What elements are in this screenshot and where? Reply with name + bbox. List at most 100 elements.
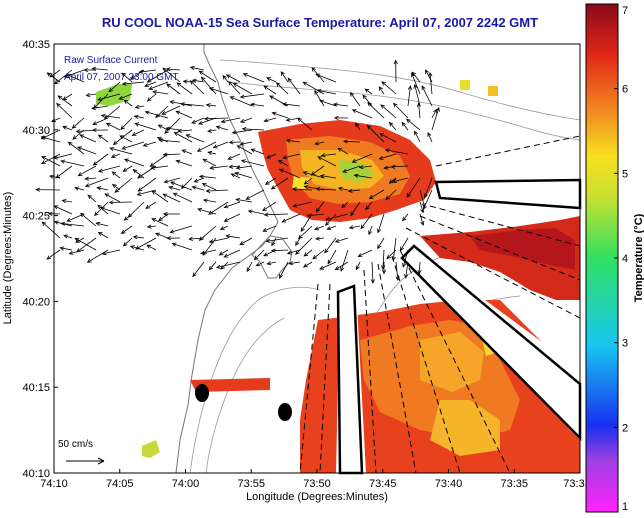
- current-vector-head: [370, 279, 375, 284]
- current-vector-head: [162, 193, 168, 198]
- current-vector-head: [134, 104, 140, 109]
- current-vector: [41, 136, 61, 143]
- y-tick-label: 40:30: [22, 125, 50, 137]
- current-vector: [55, 165, 73, 179]
- current-vector-head: [362, 94, 367, 100]
- current-vector: [279, 168, 301, 179]
- current-vector-head: [169, 100, 175, 105]
- current-vector: [177, 129, 193, 132]
- current-vector-head: [209, 165, 215, 170]
- current-vector: [317, 89, 337, 95]
- scale-label: 50 cm/s: [58, 439, 93, 450]
- current-vector-head: [120, 229, 126, 235]
- current-vector-head: [151, 218, 157, 223]
- current-vector-head: [198, 70, 204, 75]
- current-vector: [368, 225, 373, 235]
- x-tick-label: 73:35: [500, 478, 528, 490]
- current-vector: [78, 165, 97, 177]
- current-vector: [289, 261, 301, 265]
- current-vector: [267, 261, 277, 265]
- current-vector: [246, 189, 265, 200]
- current-vector: [406, 177, 421, 198]
- current-vector-head: [201, 183, 207, 187]
- current-vector: [134, 123, 157, 131]
- current-vector-head: [242, 73, 248, 77]
- current-vector: [240, 93, 265, 98]
- current-vector: [380, 104, 397, 119]
- current-vector-head: [239, 141, 245, 146]
- current-vector-head: [255, 262, 261, 267]
- current-vector-head: [162, 67, 168, 73]
- y-tick-label: 40:15: [22, 382, 50, 394]
- current-vector: [224, 213, 241, 222]
- current-vector-head: [239, 94, 245, 99]
- current-vector-head: [279, 273, 283, 279]
- current-vector-head: [219, 226, 225, 230]
- current-vector-head: [401, 121, 406, 127]
- current-vector: [264, 213, 289, 216]
- current-vector: [111, 153, 121, 158]
- current-vector: [379, 133, 397, 143]
- current-vector: [176, 82, 193, 95]
- current-vector: [172, 243, 193, 251]
- current-vector-head: [71, 124, 77, 129]
- current-vector-head: [314, 89, 319, 95]
- current-vector: [209, 237, 229, 243]
- current-vector-head: [54, 80, 59, 85]
- current-vector-head: [105, 122, 111, 127]
- current-vector-head: [231, 130, 237, 135]
- current-vector-head: [388, 179, 394, 184]
- current-vector-head: [60, 159, 66, 164]
- current-vector: [266, 237, 289, 242]
- current-vector: [241, 160, 265, 167]
- current-vector: [239, 237, 253, 245]
- current-vector-head: [130, 74, 136, 80]
- current-vector: [92, 68, 109, 71]
- current-vector: [220, 225, 229, 230]
- current-vector-head: [79, 134, 85, 139]
- current-vector-head: [315, 236, 320, 241]
- current-vector: [228, 81, 241, 95]
- current-vector: [385, 149, 409, 155]
- current-vector-head: [53, 220, 59, 225]
- current-vector-head: [253, 255, 259, 261]
- current-vector-head: [316, 88, 322, 94]
- current-vector-head: [355, 265, 360, 271]
- current-vector-head: [337, 147, 343, 152]
- current-vector-head: [266, 261, 272, 266]
- current-vector-head: [264, 180, 270, 185]
- current-vector: [335, 237, 349, 243]
- current-vector-head: [109, 147, 115, 152]
- current-vector: [377, 237, 385, 249]
- current-vector-head: [377, 228, 382, 234]
- colorbar: [585, 3, 619, 513]
- current-vector: [321, 153, 337, 156]
- current-vector-head: [333, 115, 339, 121]
- current-vector: [77, 146, 97, 155]
- y-axis-label: Latitude (Degrees:Minutes): [2, 192, 14, 325]
- current-vector: [197, 141, 217, 152]
- current-vector: [54, 205, 73, 215]
- current-vector: [208, 201, 229, 215]
- current-vector: [120, 117, 133, 130]
- current-vector: [271, 237, 277, 246]
- annotation-line-1: Raw Surface Current: [64, 55, 158, 66]
- current-vector-head: [223, 204, 229, 209]
- sst-heatmap: [96, 80, 580, 473]
- current-vector-head: [146, 78, 152, 83]
- current-vector: [199, 175, 217, 179]
- current-vector-head: [410, 72, 415, 78]
- current-vector: [72, 129, 85, 140]
- current-vector-head: [72, 135, 77, 140]
- current-vector-head: [385, 195, 390, 201]
- x-tick-label: 74:05: [106, 478, 134, 490]
- current-vector-head: [40, 160, 46, 165]
- current-vector-head: [41, 156, 47, 161]
- current-vector: [287, 78, 301, 95]
- current-vector: [61, 223, 85, 227]
- current-vector-head: [40, 135, 46, 140]
- current-vector-head: [94, 211, 99, 217]
- current-vector: [170, 225, 193, 233]
- current-vector: [378, 86, 385, 95]
- current-vector: [202, 183, 217, 191]
